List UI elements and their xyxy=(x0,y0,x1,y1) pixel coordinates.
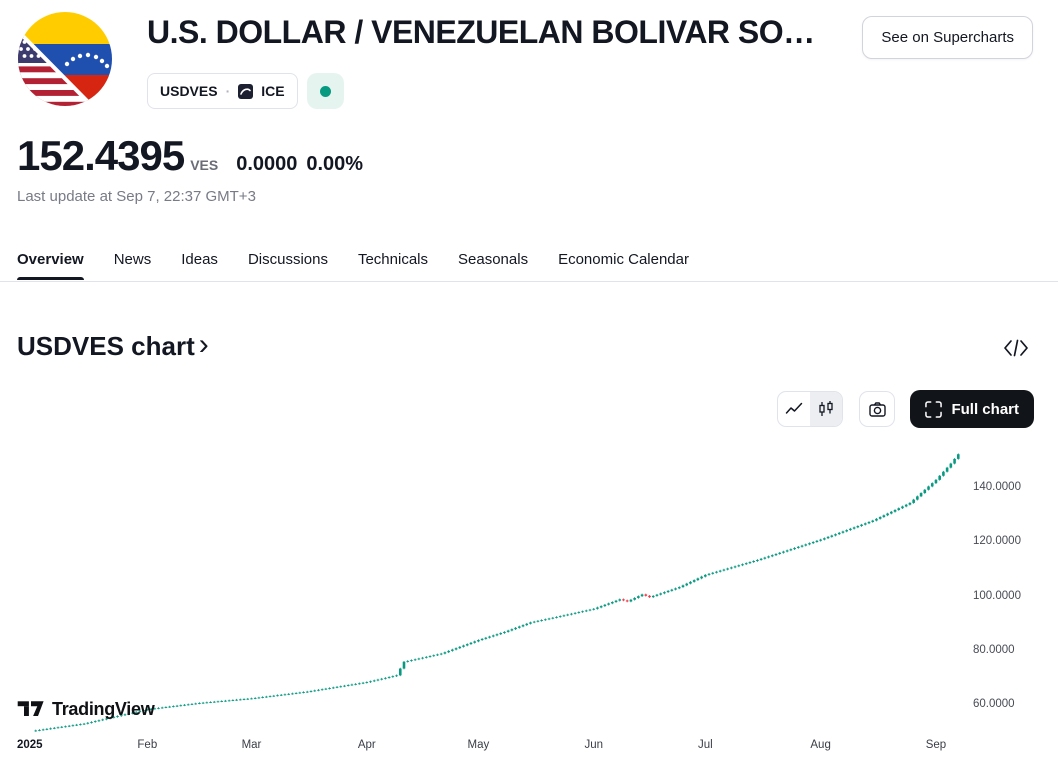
chart-section-link[interactable]: USDVES chart › xyxy=(17,327,209,362)
tab-technicals[interactable]: Technicals xyxy=(357,251,429,268)
tab-overview[interactable]: Overview xyxy=(17,251,84,280)
full-chart-label: Full chart xyxy=(951,400,1019,418)
tab-ideas[interactable]: Ideas xyxy=(181,251,218,268)
fullscreen-icon xyxy=(925,400,943,418)
embed-code-button[interactable] xyxy=(1001,336,1031,360)
badge-separator: · xyxy=(225,83,231,99)
snapshot-camera-button[interactable] xyxy=(859,391,895,427)
symbol-badge[interactable]: USDVES · ICE xyxy=(147,73,298,109)
tradingview-logo-icon xyxy=(17,701,44,716)
candlestick-chart-type-button[interactable] xyxy=(810,392,842,426)
full-chart-button[interactable]: Full chart xyxy=(910,390,1034,428)
tab-news[interactable]: News xyxy=(113,251,152,268)
currency-label: VES xyxy=(190,157,219,173)
tradingview-logo-text: TradingView xyxy=(52,698,155,719)
line-chart-type-button[interactable] xyxy=(778,392,810,426)
tab-bar: Overview News Ideas Discussions Technicals Se… xyxy=(17,251,689,280)
see-on-supercharts-button[interactable]: See on Supercharts xyxy=(862,16,1033,59)
quote-block: 152.4395 VES 0.0000 0.00% Last update at… xyxy=(17,132,364,206)
tab-bar-divider xyxy=(0,281,1058,282)
market-open-dot-icon xyxy=(320,85,331,97)
code-brackets-icon xyxy=(1004,339,1028,357)
chart-section-title: USDVES chart xyxy=(17,331,195,361)
chart-type-toggle xyxy=(777,391,843,427)
chevron-right-icon: › xyxy=(198,327,209,361)
line-chart-icon xyxy=(785,402,803,414)
last-price: 152.4395 xyxy=(17,132,185,179)
usdves-flag-icon xyxy=(17,11,113,107)
page-title: U.S. DOLLAR / VENEZUELAN BOLIVAR SO… xyxy=(147,14,815,50)
price-chart: 140.0000 120.0000 100.0000 80.0000 60.0000 2… xyxy=(0,440,1058,760)
tradingview-logo[interactable]: TradingView xyxy=(17,698,155,720)
exchange-name: ICE xyxy=(261,83,285,99)
candlestick-icon xyxy=(819,401,833,416)
price-change: 0.0000 xyxy=(236,153,298,175)
tab-seasonals[interactable]: Seasonals xyxy=(458,251,529,268)
camera-icon xyxy=(868,401,886,417)
tab-discussions[interactable]: Discussions xyxy=(247,251,328,268)
price-change-percent: 0.00% xyxy=(306,153,364,175)
ice-exchange-icon xyxy=(238,83,254,99)
candlestick-canvas[interactable] xyxy=(0,440,1058,760)
symbol-ticker: USDVES xyxy=(160,83,218,99)
market-status-button[interactable] xyxy=(307,73,344,109)
last-update-text: Last update at Sep 7, 22:37 GMT+3 xyxy=(17,188,256,206)
tab-economic-calendar[interactable]: Economic Calendar xyxy=(558,251,689,268)
